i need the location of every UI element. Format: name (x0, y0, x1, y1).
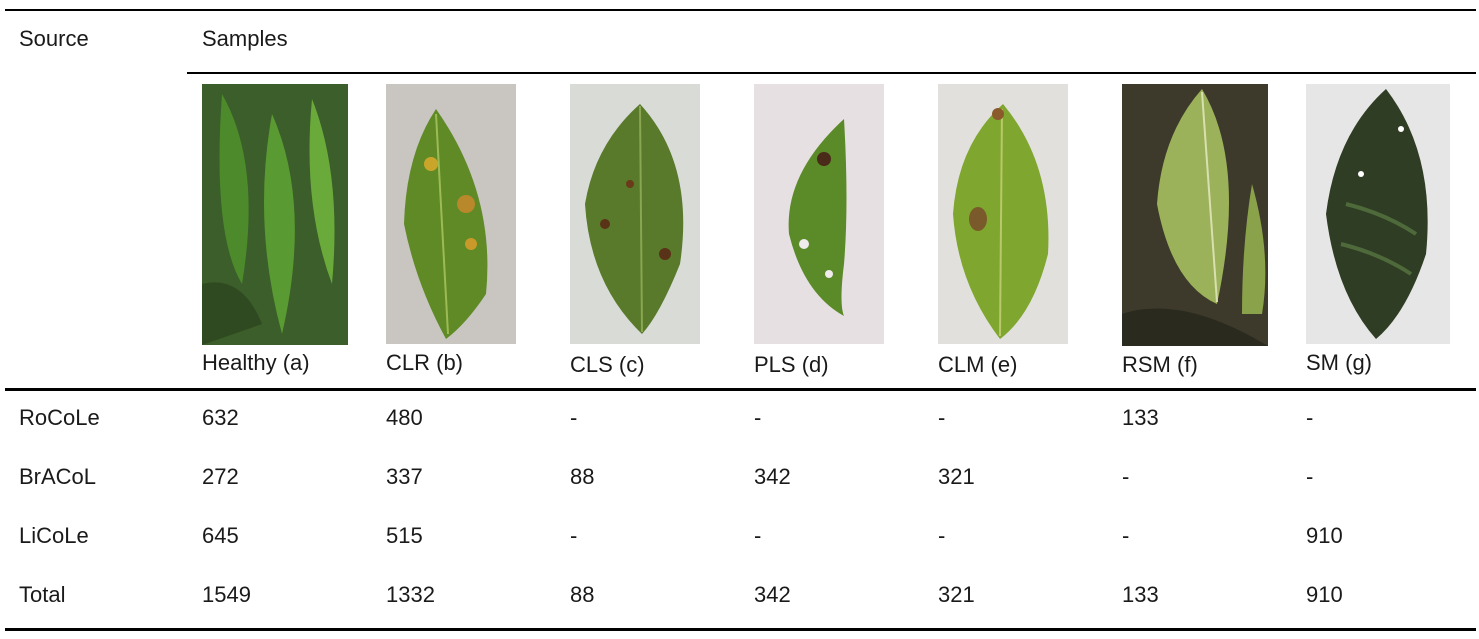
sample-label: Healthy (a) (202, 350, 310, 375)
samples-rule (187, 72, 1476, 74)
sm-leaf-photo (1306, 84, 1450, 344)
healthy-leaf-photo (202, 84, 348, 345)
table-cell: 337 (386, 464, 423, 489)
table-top-rule (5, 9, 1476, 11)
table-cell: 1549 (202, 582, 251, 607)
table-cell: 480 (386, 405, 423, 430)
table-cell: 272 (202, 464, 239, 489)
sample-label: CLR (b) (386, 350, 464, 375)
table-cell: - (938, 405, 946, 430)
row-source: RoCoLe (19, 405, 100, 430)
table-cell: 645 (202, 523, 239, 548)
source-header: Source (19, 26, 89, 51)
table-cell: 342 (754, 582, 791, 607)
table-cell: 632 (202, 405, 239, 430)
table-cell: - (570, 523, 578, 548)
clr-leaf-photo (386, 84, 516, 344)
row-source: Total (19, 582, 66, 607)
table-cell: 910 (1306, 523, 1343, 548)
table-cell: 133 (1122, 405, 1159, 430)
row-source: BrACoL (19, 464, 97, 489)
table-cell: 321 (938, 464, 975, 489)
table-cell: - (1306, 464, 1314, 489)
table-cell: 88 (570, 464, 595, 489)
table-cell: - (1306, 405, 1314, 430)
table-cell: 910 (1306, 582, 1343, 607)
rsm-leaf-photo (1122, 84, 1268, 346)
table-cell: - (754, 405, 762, 430)
sample-label: CLM (e) (938, 352, 1018, 377)
sample-label: SM (g) (1306, 350, 1372, 375)
table-bottom-rule (5, 628, 1476, 631)
samples-header: Samples (202, 26, 288, 51)
header-bottom-rule (5, 388, 1476, 391)
table-cell: - (1122, 523, 1130, 548)
table-cell: 88 (570, 582, 595, 607)
table-cell: - (570, 405, 578, 430)
table-cell: 321 (938, 582, 975, 607)
table-cell: 342 (754, 464, 791, 489)
table-cell: 1332 (386, 582, 435, 607)
sample-label: RSM (f) (1122, 352, 1198, 377)
row-source: LiCoLe (19, 523, 89, 548)
clm-leaf-photo (938, 84, 1068, 344)
sample-label: CLS (c) (570, 352, 645, 377)
table-cell: 133 (1122, 582, 1159, 607)
table-cell: 515 (386, 523, 423, 548)
table-cell: - (1122, 464, 1130, 489)
pls-leaf-photo (754, 84, 884, 344)
table-cell: - (754, 523, 762, 548)
sample-label: PLS (d) (754, 352, 829, 377)
table-cell: - (938, 523, 946, 548)
cls-leaf-photo (570, 84, 700, 344)
